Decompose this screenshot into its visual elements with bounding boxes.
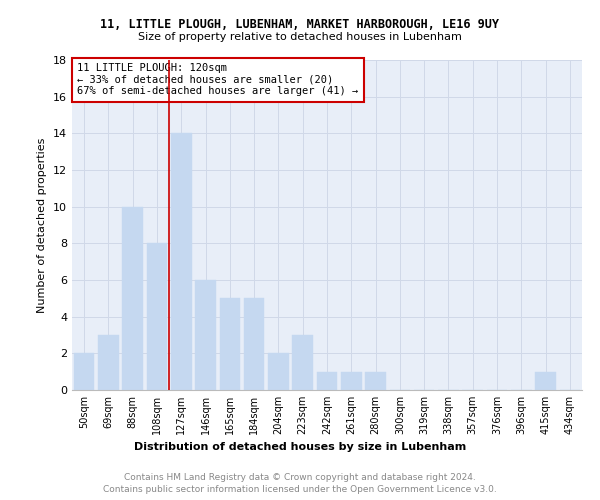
Bar <box>171 134 191 390</box>
Text: Distribution of detached houses by size in Lubenham: Distribution of detached houses by size … <box>134 442 466 452</box>
Bar <box>74 354 94 390</box>
Text: Size of property relative to detached houses in Lubenham: Size of property relative to detached ho… <box>138 32 462 42</box>
Bar <box>220 298 240 390</box>
Bar <box>535 372 556 390</box>
Text: Contains HM Land Registry data © Crown copyright and database right 2024.: Contains HM Land Registry data © Crown c… <box>124 472 476 482</box>
Bar <box>292 335 313 390</box>
Bar <box>365 372 386 390</box>
Bar <box>195 280 216 390</box>
Text: Contains public sector information licensed under the Open Government Licence v3: Contains public sector information licen… <box>103 485 497 494</box>
Text: 11, LITTLE PLOUGH, LUBENHAM, MARKET HARBOROUGH, LE16 9UY: 11, LITTLE PLOUGH, LUBENHAM, MARKET HARB… <box>101 18 499 30</box>
Text: 11 LITTLE PLOUGH: 120sqm
← 33% of detached houses are smaller (20)
67% of semi-d: 11 LITTLE PLOUGH: 120sqm ← 33% of detach… <box>77 64 358 96</box>
Bar <box>244 298 265 390</box>
Bar <box>122 206 143 390</box>
Bar <box>317 372 337 390</box>
Bar <box>146 244 167 390</box>
Bar <box>341 372 362 390</box>
Y-axis label: Number of detached properties: Number of detached properties <box>37 138 47 312</box>
Bar <box>268 354 289 390</box>
Bar <box>98 335 119 390</box>
